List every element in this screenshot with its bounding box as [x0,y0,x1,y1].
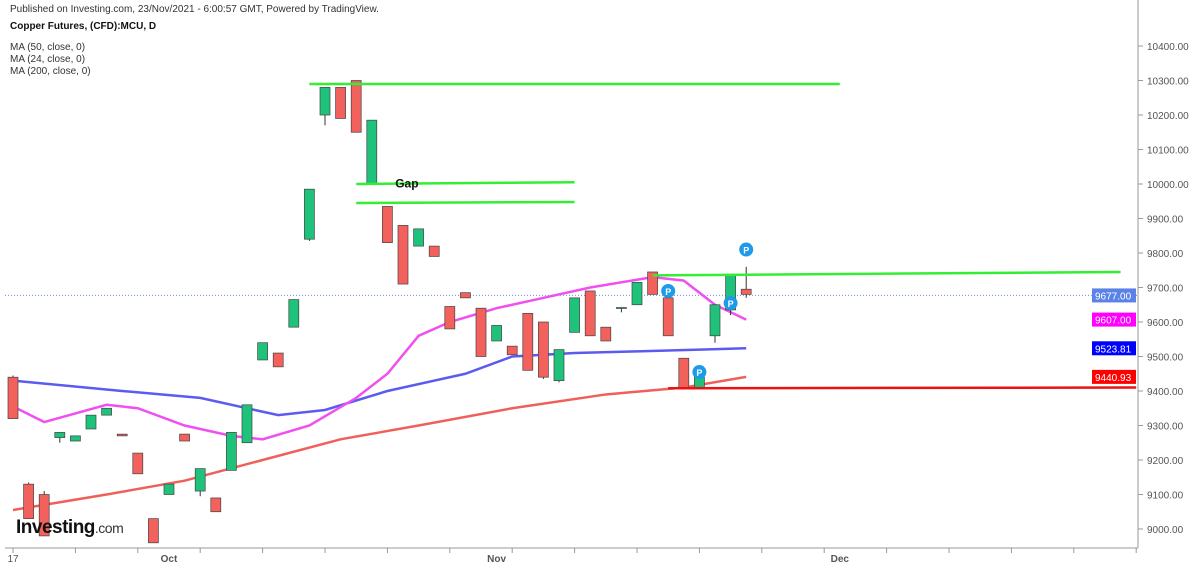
y-tick-label: 9000.00 [1147,525,1184,536]
candle-up [304,188,315,240]
x-tick-label: Oct [161,554,178,565]
candle-down [584,290,596,337]
y-tick-label: 9500.00 [1147,353,1184,364]
chart-title: Copper Futures, (CFD):MCU, D [10,21,157,32]
pivot-label: P [728,299,734,309]
candle-down [740,288,752,295]
pivot-label: P [696,368,702,378]
candle-down [475,307,487,357]
annotation-line [356,181,575,186]
candle-down [272,352,284,368]
indicator-ma50[interactable]: MA (50, close, 0) [10,42,86,53]
candle-down [662,297,674,337]
candle-up [101,407,112,416]
y-tick-label: 9800.00 [1147,249,1184,260]
ma-line [12,375,747,512]
candle-up [85,414,97,430]
candle-up [319,87,331,116]
ma-line [12,346,747,417]
y-tick-label: 9300.00 [1147,422,1184,433]
x-tick-label: Dec [831,554,850,565]
price-badge [1092,312,1136,327]
candle-down [600,326,612,342]
published-note: Published on Investing.com, 23/Nov/2021 … [10,4,379,15]
candle-down [647,271,658,295]
candle-down [444,306,456,330]
y-tick-label: 9400.00 [1147,387,1184,398]
candle-down [506,345,518,356]
candle-down [397,225,409,285]
candle-down [460,292,471,299]
candle-down [7,376,19,419]
annotation-line [668,386,1137,390]
price-badge [1092,341,1136,356]
pivot-label: P [665,287,671,297]
price-badge-label: 9440.93 [1095,373,1132,384]
candle-up [631,281,643,306]
candle-down [382,206,393,244]
candle-up [553,349,565,382]
candle-down [116,433,128,437]
price-badge [1092,369,1136,384]
price-badge [1092,288,1136,303]
candle-down [210,497,222,513]
candle-down [522,313,534,371]
indicator-ma200[interactable]: MA (200, close, 0) [10,66,91,77]
y-tick-label: 10000.00 [1147,180,1189,191]
candle-up [413,228,424,247]
candle-up [569,297,580,333]
candle-down [148,518,159,544]
pivot-marker [692,365,707,380]
candle-down [23,483,34,519]
pivot-label: P [743,246,749,256]
y-tick-label: 10200.00 [1147,111,1189,122]
gap-label: Gap [395,177,418,191]
price-badge-label: 9607.00 [1095,316,1132,327]
y-tick-label: 9100.00 [1147,491,1184,502]
y-tick-label: 9200.00 [1147,456,1184,467]
price-badge-label: 9523.81 [1095,344,1132,355]
candle-up [491,325,502,342]
annotation-line [652,270,1121,277]
candle-down [335,87,346,119]
pivot-marker [739,242,754,257]
investing-logo: Investing.com [16,517,124,538]
price-badge-label: 9677.00 [1095,291,1132,302]
candle-up [54,432,66,438]
y-tick-label: 10100.00 [1147,146,1189,157]
candle-up [70,435,81,442]
candle-up [366,119,378,185]
candle-up [163,483,175,495]
x-tick-label: Nov [487,554,506,565]
candle-up [257,342,268,361]
candle-up [709,304,721,337]
candle-down [38,494,50,537]
y-tick-label: 9600.00 [1147,318,1184,329]
candle-up [616,307,627,309]
candle-down [678,357,690,388]
pivot-marker [661,283,676,298]
candle-down [428,245,440,257]
candle-down [132,452,144,475]
candle-down [350,80,362,133]
candle-down [179,433,190,442]
y-tick-label: 10300.00 [1147,77,1189,88]
indicator-ma24[interactable]: MA (24, close, 0) [10,54,86,65]
candle-up [194,468,206,492]
candle-up [226,432,237,471]
y-tick-label: 9900.00 [1147,215,1184,226]
candle-up [288,299,300,328]
candle-down [538,321,549,378]
y-tick-label: 10400.00 [1147,42,1189,53]
annotation-line [356,200,575,205]
pivot-marker [723,296,738,311]
x-tick-label: 17 [7,554,19,565]
y-tick-label: 9700.00 [1147,284,1184,295]
candle-up [241,404,253,444]
